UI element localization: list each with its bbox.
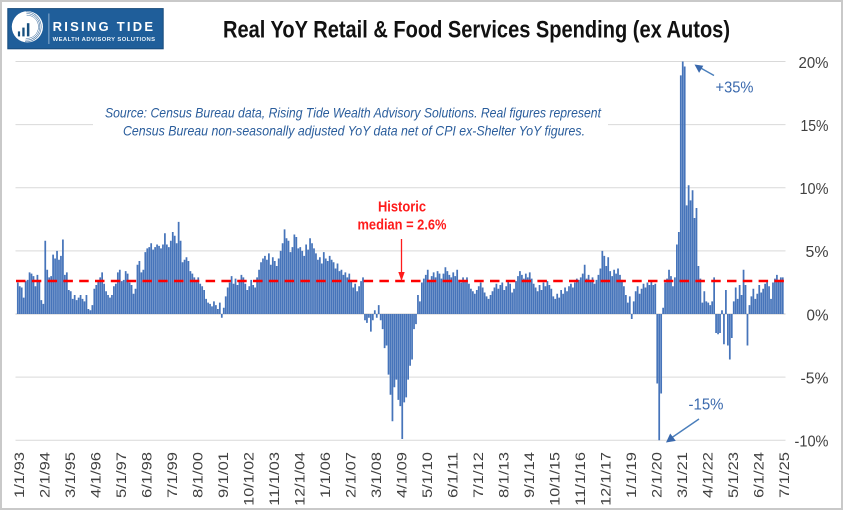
svg-text:Census Bureau non-seasonally a: Census Bureau non-seasonally adjusted Yo… — [123, 123, 585, 139]
svg-text:Source: Census Bureau data, Ri: Source: Census Bureau data, Rising Tide … — [105, 105, 602, 121]
svg-text:12/1/04: 12/1/04 — [292, 452, 308, 506]
svg-text:7/1/99: 7/1/99 — [164, 452, 180, 498]
svg-text:2/1/20: 2/1/20 — [649, 452, 665, 498]
svg-text:20%: 20% — [799, 55, 829, 72]
svg-text:4/1/96: 4/1/96 — [88, 452, 104, 498]
svg-text:5%: 5% — [806, 244, 829, 261]
svg-text:9/1/14: 9/1/14 — [521, 452, 537, 498]
svg-text:-5%: -5% — [801, 370, 829, 387]
svg-text:-15%: -15% — [689, 397, 724, 414]
svg-text:2/1/07: 2/1/07 — [343, 452, 359, 498]
svg-text:10%: 10% — [800, 181, 829, 198]
svg-text:8/1/00: 8/1/00 — [190, 452, 206, 498]
svg-text:Historic: Historic — [378, 199, 426, 216]
svg-text:3/1/95: 3/1/95 — [62, 452, 78, 498]
svg-text:3/1/08: 3/1/08 — [368, 452, 384, 498]
svg-text:9/1/01: 9/1/01 — [215, 452, 231, 498]
svg-text:1/1/19: 1/1/19 — [623, 452, 639, 498]
svg-text:2/1/94: 2/1/94 — [37, 452, 53, 498]
svg-text:median = 2.6%: median = 2.6% — [358, 217, 447, 234]
svg-text:15%: 15% — [801, 118, 829, 135]
svg-text:RISING TIDE: RISING TIDE — [53, 19, 154, 34]
svg-text:4/1/22: 4/1/22 — [700, 452, 716, 498]
svg-text:-10%: -10% — [795, 434, 829, 451]
svg-text:6/1/24: 6/1/24 — [751, 452, 767, 498]
svg-text:11/1/03: 11/1/03 — [266, 452, 282, 506]
svg-text:3/1/21: 3/1/21 — [674, 452, 690, 498]
svg-text:10/1/15: 10/1/15 — [547, 452, 563, 506]
svg-text:8/1/13: 8/1/13 — [496, 452, 512, 498]
svg-text:5/1/97: 5/1/97 — [113, 452, 129, 498]
svg-text:0%: 0% — [807, 307, 829, 324]
svg-text:11/1/16: 11/1/16 — [572, 452, 588, 506]
svg-text:7/1/25: 7/1/25 — [776, 452, 792, 498]
svg-text:WEALTH ADVISORY SOLUTIONS: WEALTH ADVISORY SOLUTIONS — [53, 37, 156, 43]
svg-text:6/1/98: 6/1/98 — [139, 452, 155, 498]
svg-text:7/1/12: 7/1/12 — [470, 452, 486, 498]
svg-text:6/1/11: 6/1/11 — [445, 452, 461, 498]
svg-text:1/1/06: 1/1/06 — [317, 452, 333, 498]
svg-text:1/1/93: 1/1/93 — [11, 452, 27, 498]
svg-text:5/1/10: 5/1/10 — [419, 452, 435, 498]
svg-text:4/1/09: 4/1/09 — [394, 452, 410, 498]
svg-text:10/1/02: 10/1/02 — [241, 452, 257, 506]
svg-text:12/1/17: 12/1/17 — [598, 452, 614, 506]
svg-text:Real YoY Retail & Food Service: Real YoY Retail & Food Services Spending… — [223, 16, 730, 43]
svg-text:+35%: +35% — [716, 80, 754, 97]
svg-text:5/1/23: 5/1/23 — [725, 452, 741, 498]
